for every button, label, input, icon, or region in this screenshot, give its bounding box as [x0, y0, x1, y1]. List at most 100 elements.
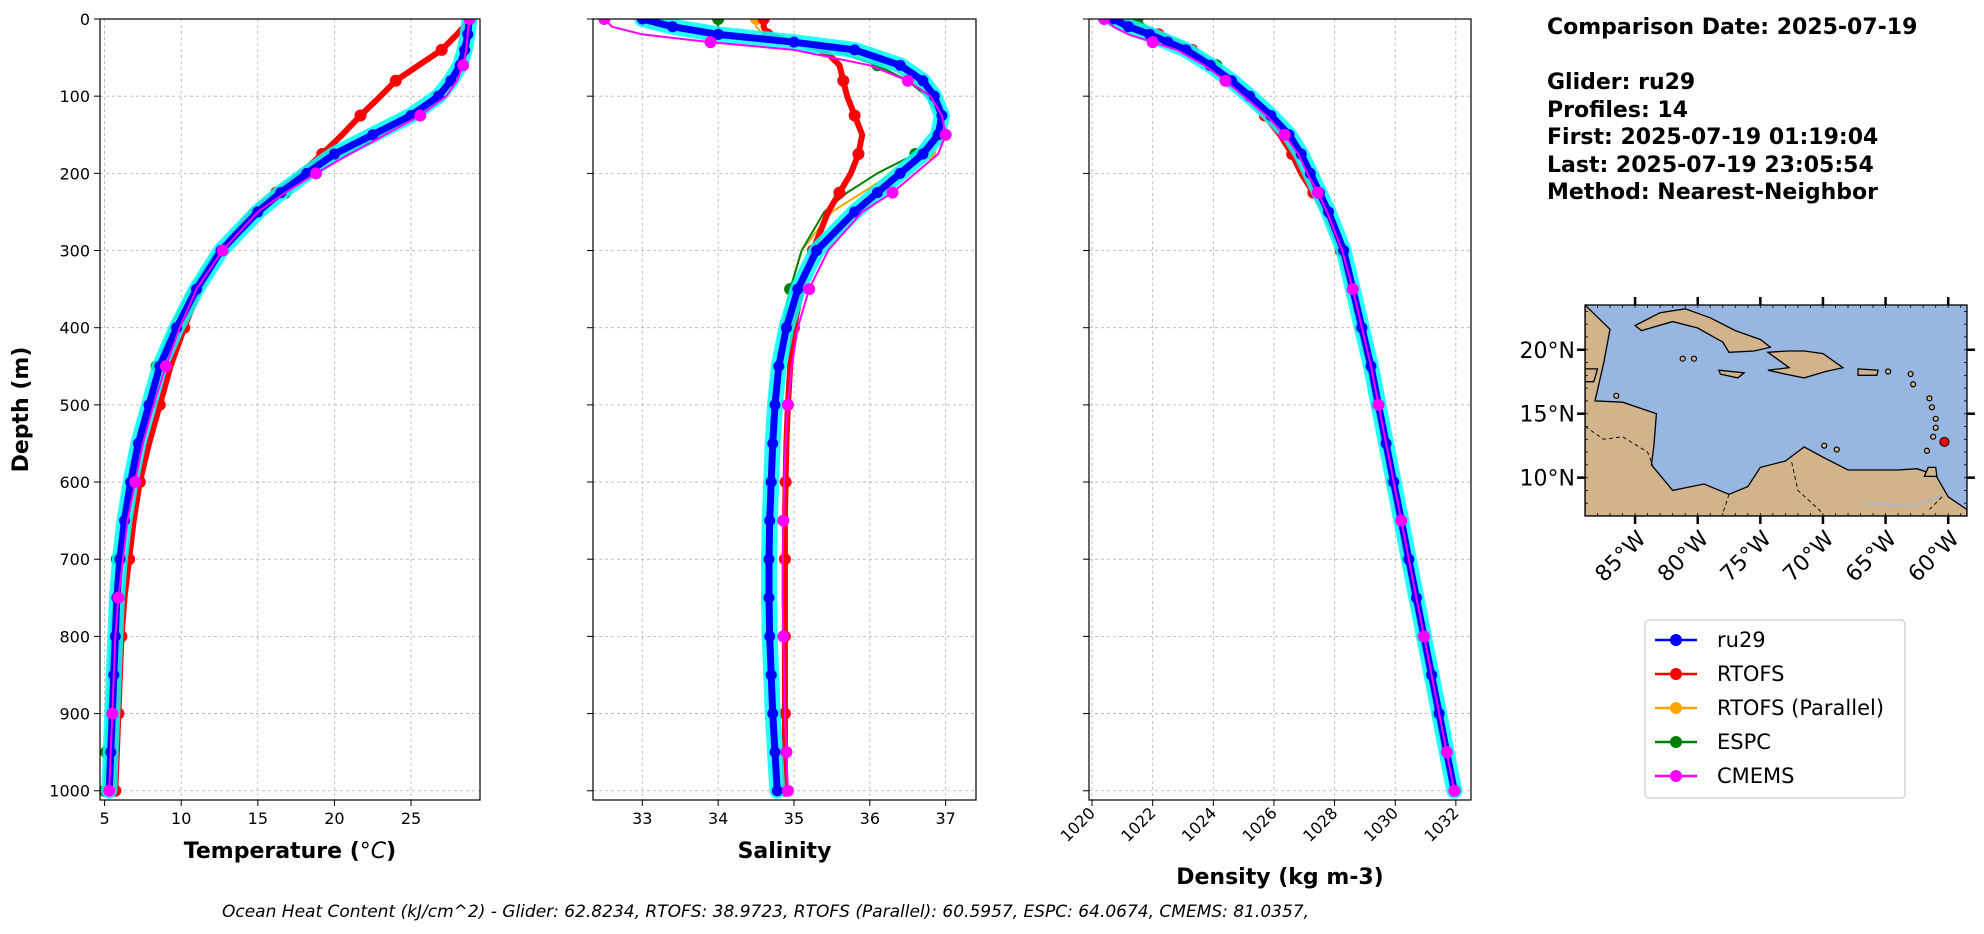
data-point-cmems — [1418, 630, 1431, 643]
border-venezuela-guyana — [1929, 496, 1943, 510]
data-point-cmems — [939, 128, 952, 141]
data-point-ru29 — [712, 28, 724, 40]
data-point-ru29 — [894, 167, 906, 179]
legend-swatch-marker — [1670, 634, 1682, 646]
small-island — [1679, 355, 1686, 362]
location-map: 20°N 15°N 10°N 85°W 80°W 75°W 70°W 65°W 60°W — [1520, 297, 1975, 587]
y-tick-label: 700 — [59, 550, 90, 569]
x-tick-label: 25 — [401, 809, 421, 828]
data-point-ru29 — [301, 167, 313, 179]
data-point-ru29 — [1122, 21, 1134, 33]
data-point-ru29 — [788, 36, 800, 48]
border-panama-colombia — [1722, 494, 1730, 514]
small-island — [1833, 446, 1840, 453]
data-point-ru29 — [1244, 90, 1256, 102]
profile-count: Profiles: 14 — [1547, 97, 1689, 123]
glider-position-marker — [1939, 436, 1950, 447]
data-point-cmems — [1278, 128, 1291, 141]
cuba — [1633, 308, 1772, 353]
data-point-cmems — [901, 74, 914, 87]
small-island — [1928, 404, 1936, 411]
x-tick-label: 34 — [708, 809, 728, 828]
legend-label: CMEMS — [1717, 764, 1795, 788]
small-island — [1613, 392, 1620, 399]
data-point-ru29 — [1304, 167, 1316, 179]
small-island — [1930, 433, 1937, 440]
data-point-ru29 — [780, 322, 792, 334]
data-point-ru29 — [811, 245, 823, 257]
panel-2: 33 34 35 36 37 Salinity — [587, 18, 977, 864]
data-point-ru29 — [765, 669, 777, 681]
legend-swatch-marker — [1670, 668, 1682, 680]
data-point-cmems — [1098, 19, 1111, 25]
x-tick-label: 15 — [248, 809, 268, 828]
map-lat-label: 10°N — [1520, 467, 1575, 492]
data-point-cmems — [414, 109, 427, 122]
data-point-ru29 — [764, 515, 776, 527]
x-axis-label: Salinity — [738, 839, 832, 864]
panel-1: 5 10 15 20 25 0 100 200 300 400 500 600 700 800 900 100… — [49, 10, 481, 864]
map-land-group — [1585, 305, 1967, 516]
data-point-ru29 — [328, 148, 340, 160]
data-point-cmems — [704, 36, 717, 49]
map-lon-label: 70°W — [1779, 526, 1840, 587]
small-island — [1884, 368, 1892, 375]
series-line-cmems — [603, 19, 947, 791]
data-point-rtofs — [354, 109, 367, 122]
data-point-ru29 — [763, 592, 775, 604]
axes-frame — [99, 18, 481, 801]
data-point-cmems — [1346, 283, 1359, 296]
map-lat-label: 20°N — [1520, 339, 1575, 364]
axes-frame — [1088, 18, 1472, 801]
x-tick-label: 20 — [324, 809, 344, 828]
data-point-ru29 — [636, 19, 648, 25]
x-tick-label: 33 — [632, 809, 652, 828]
map-frame — [1584, 304, 1968, 517]
series-line-cmems — [108, 19, 471, 791]
x-tick-label: 10 — [171, 809, 191, 828]
y-tick-label: 900 — [59, 705, 90, 724]
x-tick-label: 1024 — [1178, 803, 1220, 845]
map-lon-label: 65°W — [1841, 526, 1902, 587]
data-point-cmems — [463, 19, 476, 25]
x-tick-label: 37 — [935, 809, 955, 828]
last-time: Last: 2025-07-19 23:05:54 — [1547, 152, 1874, 178]
data-point-cmems — [112, 591, 125, 604]
data-point-ru29 — [1162, 36, 1174, 48]
small-island — [1821, 442, 1828, 449]
y-tick-label: 400 — [59, 319, 90, 338]
data-point-cmems — [598, 19, 611, 25]
data-point-cmems — [1448, 784, 1461, 797]
y-tick-label: 300 — [59, 242, 90, 261]
data-point-ru29 — [764, 630, 776, 642]
data-point-ru29 — [767, 437, 779, 449]
map-lon-label: 80°W — [1653, 526, 1714, 587]
small-island — [1910, 381, 1917, 388]
data-point-ru29 — [771, 785, 783, 797]
data-point-ru29 — [894, 59, 906, 71]
data-point-ru29 — [767, 708, 779, 720]
data-point-cmems — [777, 514, 790, 527]
map-lat-label: 15°N — [1520, 403, 1575, 428]
data-point-cmems — [886, 186, 899, 199]
data-point-ru29 — [143, 399, 155, 411]
map-lon-label: 75°W — [1716, 526, 1777, 587]
legend-box — [1644, 619, 1906, 799]
data-point-cmems — [1372, 398, 1385, 411]
data-point-rtofs — [389, 74, 402, 87]
data-point-cmems — [1395, 514, 1408, 527]
legend-label: ESPC — [1717, 730, 1771, 754]
data-point-cmems — [103, 784, 116, 797]
ohc-footer: Ocean Heat Content (kJ/cm^2) - Glider: 6… — [222, 902, 1309, 922]
y-tick-label: 0 — [80, 10, 90, 29]
small-island — [1907, 370, 1914, 378]
x-tick-label: 1028 — [1299, 803, 1341, 845]
data-point-ru29 — [765, 476, 777, 488]
data-point-rtofs — [778, 553, 791, 566]
data-point-cmems — [159, 360, 172, 373]
y-axis-label: Depth (m) — [9, 347, 34, 473]
x-tick-label: 1032 — [1420, 803, 1462, 845]
data-point-ru29 — [763, 553, 775, 565]
hispaniola — [1766, 350, 1845, 379]
